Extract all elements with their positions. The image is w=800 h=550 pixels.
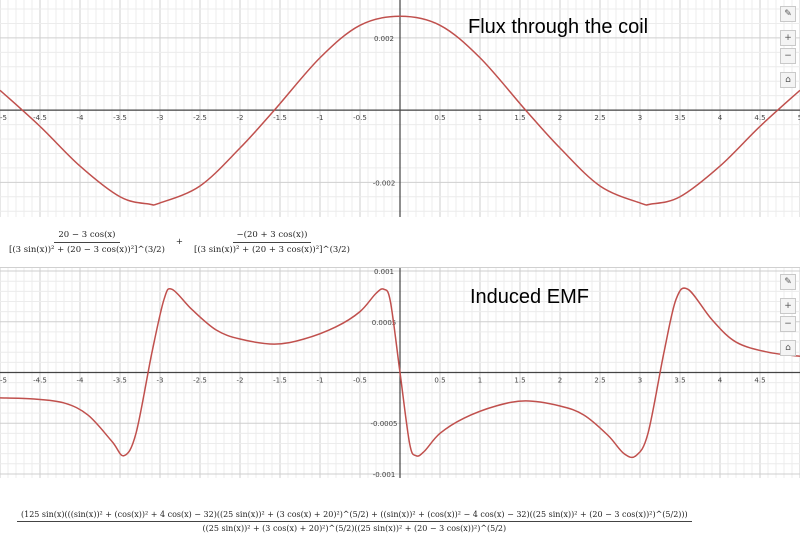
flux-formula: 20 − 3 cos(x) [(3 sin(x))² + (20 − 3 cos… [2,222,357,262]
y-tick-label: -0.0005 [370,420,397,428]
y-tick-label: 0.001 [374,268,394,276]
flux-chart-title: Flux through the coil [468,16,649,38]
x-tick-label: -1 [317,376,324,384]
zoom-out-icon[interactable]: − [780,316,796,332]
x-tick-label: -3 [157,376,164,384]
flux-term-2: −(20 + 3 cos(x)) [(3 sin(x))² + (20 + 3 … [190,230,354,255]
x-tick-label: 3 [638,376,642,384]
x-tick-label: 5 [798,114,800,122]
graph-toolbar-1: ✎ + − ⌂ [780,6,796,88]
x-tick-label: -5 [0,114,7,122]
x-tick-label: -2.5 [193,114,207,122]
y-tick-label: 0.0005 [372,319,397,327]
flux-graph-panel[interactable]: -5 -4.5 -4 -3.5 -3 -2.5 -2 -1.5 -1 -0.5 0.5 1 1.5 2 2.… [0,0,800,217]
x-tick-label: -0.5 [353,114,367,122]
emf-graph[interactable]: -5 -4.5 -4 -3.5 -3 -2.5 -2 -1.5 -1 -0.5 0.5 1 1.5 2 2.… [0,268,800,478]
x-tick-label: -4.5 [33,114,47,122]
x-tick-label: 4 [718,114,723,122]
x-tick-label: -2.5 [193,376,207,384]
emf-numerator: (125 sin(x)(((sin(x))² + (cos(x))² + 4 c… [17,510,692,522]
x-tick-label: -2 [237,376,244,384]
x-tick-label: -4.5 [33,376,47,384]
zoom-in-icon[interactable]: + [780,30,796,46]
x-tick-label: -1 [317,114,324,122]
x-tick-label: 2 [558,114,562,122]
x-tick-label: -0.5 [353,376,367,384]
home-icon[interactable]: ⌂ [780,72,796,88]
x-tick-label: 1 [478,376,482,384]
x-tick-label: 1.5 [514,376,525,384]
x-tick-label: 2.5 [594,114,605,122]
wrench-icon[interactable]: ✎ [780,6,796,22]
flux-term-1-denominator: [(3 sin(x))² + (20 − 3 cos(x))²]^(3/2) [9,244,165,255]
x-tick-label: -3.5 [113,114,127,122]
x-tick-label: 4.5 [754,114,765,122]
x-tick-label: 3.5 [674,114,685,122]
emf-fraction: (125 sin(x)(((sin(x))² + (cos(x))² + 4 c… [17,510,692,533]
x-tick-label: 4 [718,376,723,384]
flux-term-1: 20 − 3 cos(x) [(3 sin(x))² + (20 − 3 cos… [5,230,169,255]
emf-denominator: ((25 sin(x))² + (3 cos(x) + 20)²)^(5/2)(… [202,523,507,533]
x-tick-label: 0.5 [434,114,445,122]
graph-toolbar-2: ✎ + − ⌂ [780,274,796,356]
y-tick-label: 0.002 [374,35,394,43]
x-tick-label: -1.5 [273,114,287,122]
flux-term-2-denominator: [(3 sin(x))² + (20 + 3 cos(x))²]^(3/2) [194,244,350,255]
x-tick-label: -2 [237,114,244,122]
x-tick-label: 1 [478,114,482,122]
x-tick-label: -5 [0,376,7,384]
zoom-in-icon[interactable]: + [780,298,796,314]
flux-term-2-numerator: −(20 + 3 cos(x)) [232,230,312,243]
emf-graph-panel[interactable]: -5 -4.5 -4 -3.5 -3 -2.5 -2 -1.5 -1 -0.5 0.5 1 1.5 2 2.… [0,268,800,478]
x-tick-label: -3.5 [113,376,127,384]
x-tick-label: 2.5 [594,376,605,384]
series-line-1-0 [0,15,800,206]
x-tick-label: 0.5 [434,376,445,384]
y-tick-label: -0.001 [373,471,396,478]
x-tick-label: 3.5 [674,376,685,384]
x-tick-label: 3 [638,114,642,122]
series-line-2-0 [0,287,800,459]
x-tick-label: -1.5 [273,376,287,384]
x-tick-label: 1.5 [514,114,525,122]
divider [0,267,800,268]
x-tick-label: -4 [77,376,85,384]
x-tick-label: 4.5 [754,376,765,384]
flux-graph[interactable]: -5 -4.5 -4 -3.5 -3 -2.5 -2 -1.5 -1 -0.5 0.5 1 1.5 2 2.… [0,0,800,217]
wrench-icon[interactable]: ✎ [780,274,796,290]
grid-lines-1 [0,0,800,217]
emf-formula: (125 sin(x)(((sin(x))² + (cos(x))² + 4 c… [14,498,695,544]
x-tick-label: 2 [558,376,562,384]
zoom-out-icon[interactable]: − [780,48,796,64]
plus-sign: + [175,237,184,247]
home-icon[interactable]: ⌂ [780,340,796,356]
x-tick-label: -4 [77,114,85,122]
x-tick-label: -3 [157,114,164,122]
flux-term-1-numerator: 20 − 3 cos(x) [54,230,120,243]
emf-chart-title: Induced EMF [470,286,589,308]
y-tick-label: -0.002 [373,179,396,187]
